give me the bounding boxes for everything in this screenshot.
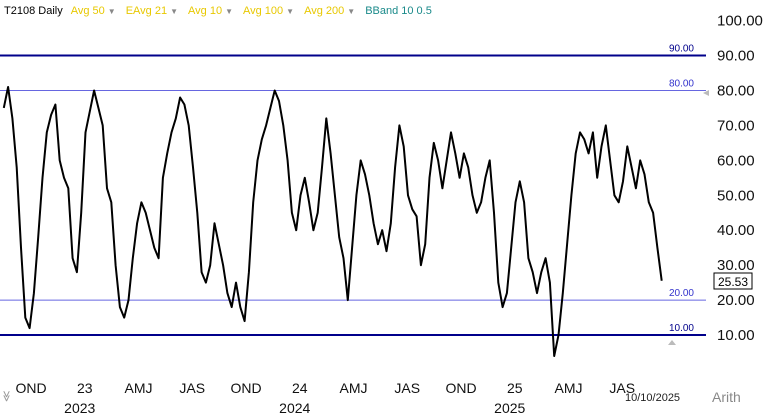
reference-line-label: 80.00 [669, 78, 694, 89]
year-label: 2025 [494, 400, 525, 416]
dropdown-triangle-icon[interactable]: ▼ [347, 6, 356, 16]
y-tick-label: 80.00 [717, 82, 755, 99]
svg-text:≪: ≪ [1, 390, 13, 402]
series-layer [2, 86, 663, 357]
y-tick-label: 40.00 [717, 222, 755, 239]
reference-line-label: 90.00 [669, 44, 694, 55]
y-axis: 10.00 20.00 30.00 40.00 50.00 60.00 70.00 80.00… [717, 13, 763, 344]
x-tick-label: 25 [507, 380, 523, 396]
y-tick-label: 10.00 [717, 327, 755, 344]
y-tick-label: 100.00 [717, 13, 763, 30]
y-tick-label: 50.00 [717, 187, 755, 204]
scroll-left-icon[interactable]: ≪ [1, 390, 13, 402]
x-axis: OND 23 AMJ JAS OND 24 AMJ JAS OND 25 AMJ JAS 2023 202… [15, 380, 635, 416]
x-tick-label: JAS [609, 380, 635, 396]
x-tick-label: AMJ [125, 380, 153, 396]
indicator-label: Avg 100 [243, 5, 284, 17]
indicator-bband[interactable]: BBand 10 0.5 [365, 5, 432, 17]
dropdown-triangle-icon[interactable]: ▼ [225, 6, 233, 16]
last-value-label: 25.53 [718, 275, 748, 289]
price-marker-icon [703, 90, 709, 96]
dropdown-triangle-icon[interactable]: ▼ [170, 6, 179, 16]
year-label: 2024 [279, 400, 310, 416]
x-tick-label: AMJ [340, 380, 368, 396]
x-tick-label: JAS [394, 380, 420, 396]
series-line-0 [2, 86, 663, 357]
reference-line-label: 10.00 [669, 323, 694, 334]
indicator-label: Avg 10 [188, 5, 223, 17]
x-tick-label: 24 [292, 380, 308, 396]
x-tick-label: OND [230, 380, 261, 396]
x-tick-label: OND [445, 380, 476, 396]
reference-lines: 90.00 80.00 20.00 10.00 [0, 44, 706, 337]
scale-mode-label[interactable]: Arith [712, 389, 741, 405]
dropdown-triangle-icon[interactable]: ▼ [107, 6, 116, 16]
y-tick-label: 70.00 [717, 117, 755, 134]
indicator-label: BBand 10 0.5 [365, 5, 432, 17]
current-date-label: 10/10/2025 [625, 392, 680, 404]
indicator-eavg-21[interactable]: EAvg 21 ▼ [126, 5, 178, 17]
dropdown-triangle-icon[interactable]: ▼ [286, 6, 295, 16]
year-label: 2023 [64, 400, 95, 416]
x-tick-label: 23 [77, 380, 93, 396]
x-tick-label: AMJ [555, 380, 583, 396]
y-tick-label: 60.00 [717, 152, 755, 169]
indicator-avg-50[interactable]: Avg 50 ▼ [71, 5, 116, 17]
indicator-label: Avg 50 [70, 5, 105, 17]
reference-line-label: 20.00 [669, 288, 694, 299]
symbol-label[interactable]: T2108 Daily [4, 5, 63, 17]
last-value-box: 25.53 [713, 272, 753, 290]
y-tick-label: 30.00 [717, 257, 755, 274]
indicator-avg-100[interactable]: Avg 100 ▼ [243, 5, 294, 17]
indicator-avg-200[interactable]: Avg 200 ▼ [304, 5, 355, 17]
indicator-avg-10[interactable]: Avg 10 ▼ [188, 5, 233, 17]
x-tick-label: OND [15, 380, 46, 396]
y-tick-label: 20.00 [717, 292, 755, 309]
indicator-label: Avg 200 [304, 5, 345, 17]
indicator-label: EAvg 21 [125, 5, 168, 17]
x-tick-label: JAS [179, 380, 205, 396]
y-tick-label: 90.00 [717, 48, 755, 65]
chart-legend: T2108 Daily Avg 50 ▼ EAvg 21 ▼ Avg 10 ▼ … [4, 2, 442, 20]
scroll-end-icon[interactable] [668, 340, 676, 345]
